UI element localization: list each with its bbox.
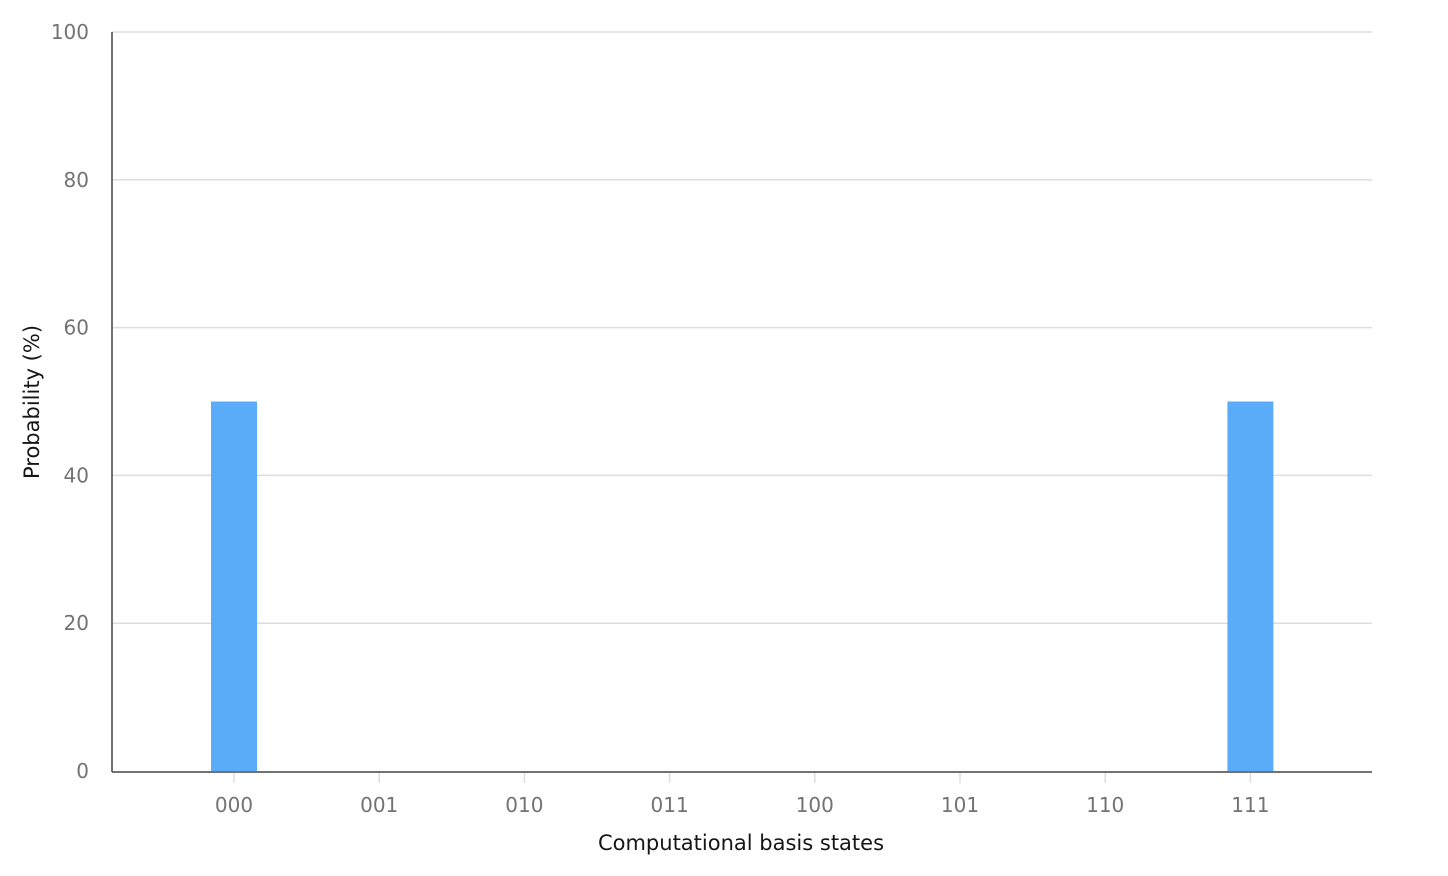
y-axis-title: Probability (%) <box>20 325 44 479</box>
bars <box>211 401 1274 771</box>
y-tick-label: 20 <box>64 611 89 635</box>
x-axis-title: Computational basis states <box>598 831 884 855</box>
bar-111 <box>1227 401 1274 771</box>
x-tick-label: 010 <box>505 793 543 817</box>
x-tick-labels: 000 001 010 011 100 101 110 111 <box>215 773 1269 817</box>
y-tick-label: 80 <box>64 168 89 192</box>
x-tick-label: 011 <box>651 793 689 817</box>
x-tick-label: 101 <box>941 793 979 817</box>
x-tick-label: 110 <box>1086 793 1124 817</box>
x-tick-label: 000 <box>215 793 253 817</box>
y-tick-label: 60 <box>64 316 89 340</box>
y-tick-label: 100 <box>51 20 89 44</box>
y-tick-label: 0 <box>76 759 89 783</box>
gridlines <box>112 31 1372 624</box>
y-tick-label: 40 <box>64 463 89 487</box>
x-tick-label: 100 <box>796 793 834 817</box>
x-tick-label: 001 <box>360 793 398 817</box>
x-tick-label: 111 <box>1231 793 1269 817</box>
y-tick-labels: 0 20 40 60 80 100 <box>51 20 89 783</box>
bar-000 <box>211 401 257 771</box>
axes <box>111 32 1372 773</box>
